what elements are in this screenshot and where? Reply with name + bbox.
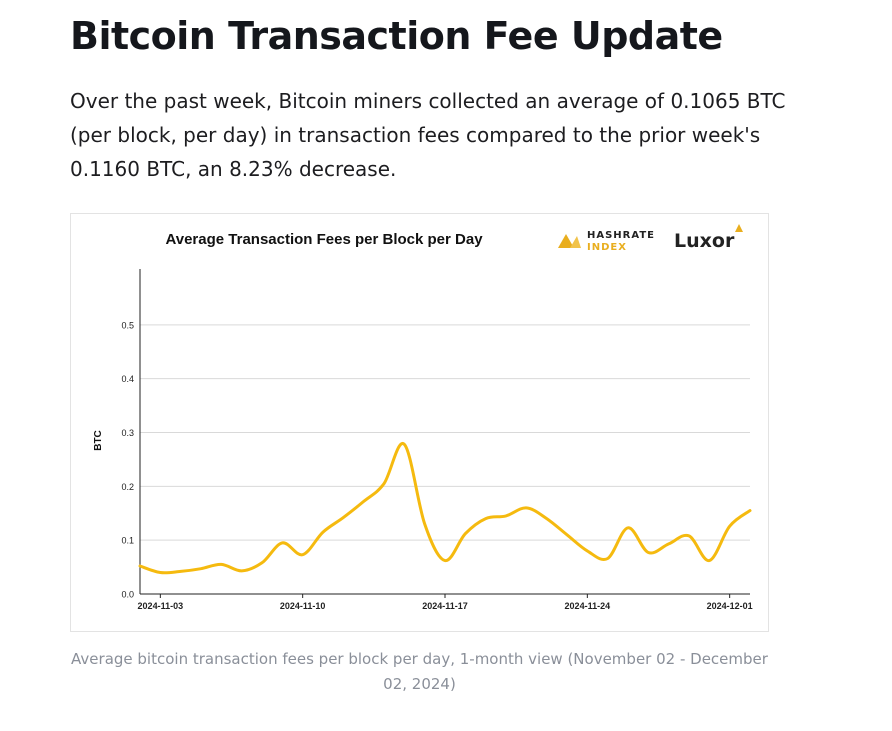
hashrate-index-logo-icon: [558, 234, 581, 248]
series-layer: [138, 442, 752, 575]
hashrate-index-wordmark: HASHRATE: [587, 230, 655, 241]
hashrate-index-logo: HASHRATE INDEX: [558, 230, 655, 253]
hashrate-index-subword: INDEX: [587, 242, 627, 253]
y-tick-label: 0.1: [121, 536, 134, 546]
y-tick-labels: 0.0 0.1 0.2 0.3 0.4 0.5: [121, 320, 134, 599]
series-line: [138, 442, 752, 575]
x-tick-label: 2024-11-10: [280, 601, 326, 611]
x-tick-label: 2024-11-24: [565, 601, 611, 611]
chart-figure: Average Transaction Fees per Block per D…: [70, 213, 769, 632]
chart-title: Average Transaction Fees per Block per D…: [165, 231, 483, 248]
page-title: Bitcoin Transaction Fee Update: [70, 14, 723, 58]
chart-caption: Average bitcoin transaction fees per blo…: [71, 650, 768, 693]
axes: [139, 269, 750, 595]
luxor-logo-icon: [735, 224, 743, 232]
y-tick-label: 0.4: [121, 374, 134, 384]
y-tick-label: 0.0: [121, 590, 134, 600]
y-tick-label: 0.2: [121, 482, 134, 492]
x-tick-label: 2024-11-17: [422, 601, 468, 611]
x-tick-label: 2024-11-03: [138, 601, 184, 611]
y-axis-label: BTC: [93, 430, 104, 451]
y-tick-label: 0.3: [121, 428, 134, 438]
y-tick-label: 0.5: [121, 320, 134, 330]
luxor-logo: Luxor: [674, 224, 743, 252]
x-tick-labels: 2024-11-03 2024-11-10 2024-11-17 2024-11-24…: [138, 594, 753, 611]
intro-paragraph: Over the past week, Bitcoin miners colle…: [70, 89, 786, 181]
luxor-wordmark: Luxor: [674, 230, 735, 252]
x-tick-label: 2024-12-01: [707, 601, 753, 611]
fees-line-chart: Average Transaction Fees per Block per D…: [93, 224, 753, 611]
grid-lines: [140, 324, 750, 541]
